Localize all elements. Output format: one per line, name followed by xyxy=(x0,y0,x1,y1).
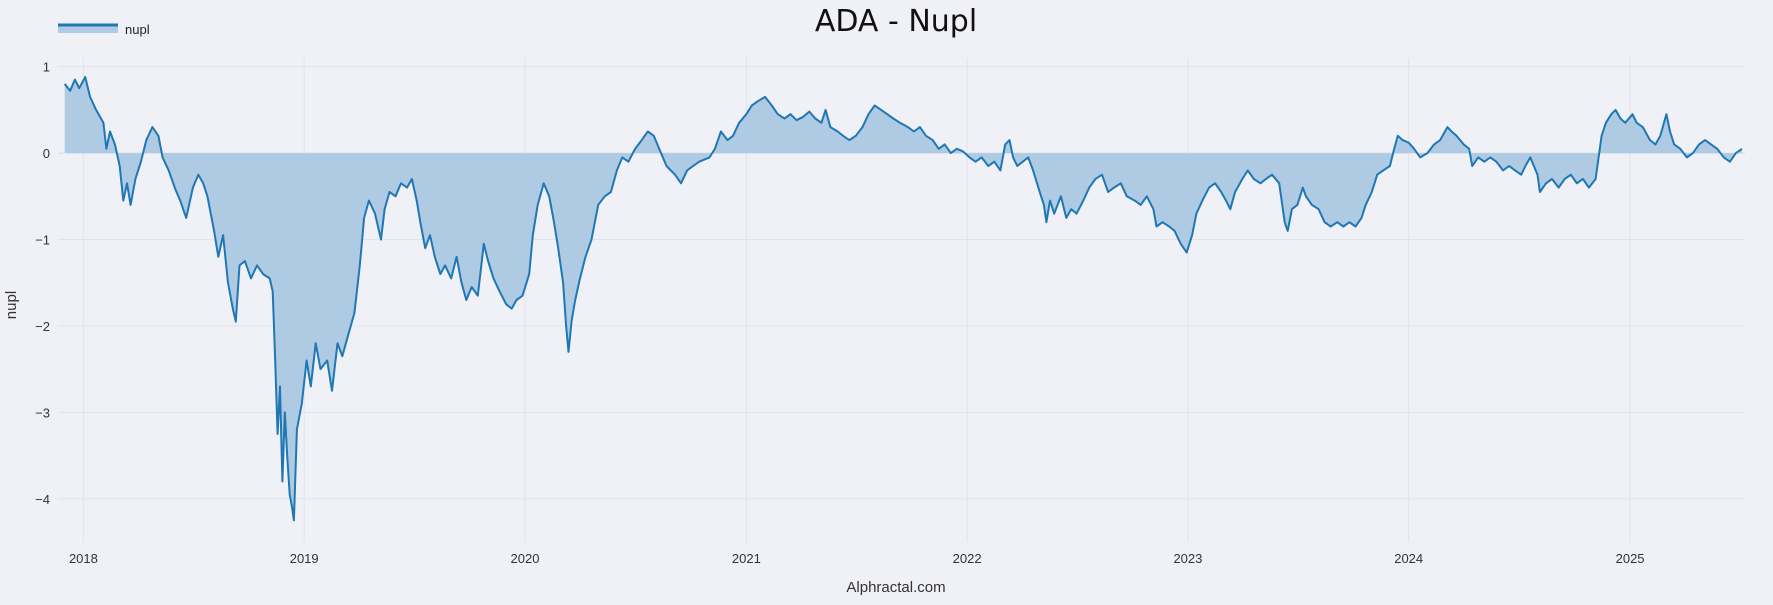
nupl-area-fill xyxy=(64,77,1743,521)
x-axis-title: Alphractal.com xyxy=(846,579,945,596)
line-layer xyxy=(63,76,1743,522)
chart-title: ADA - Nupl xyxy=(815,4,977,39)
legend-label: nupl xyxy=(125,22,150,37)
legend[interactable]: nupl xyxy=(58,22,150,37)
x-tick-label: 2020 xyxy=(511,551,540,566)
y-tick-label: −2 xyxy=(35,319,50,334)
y-tick-label: −1 xyxy=(35,233,50,248)
y-axis-title: nupl xyxy=(3,291,20,319)
y-tick-label: −4 xyxy=(35,492,50,507)
x-tick-label: 2023 xyxy=(1173,551,1202,566)
y-tick-label: −3 xyxy=(35,405,50,420)
x-tick-label: 2018 xyxy=(69,551,98,566)
y-tick-label: 1 xyxy=(43,60,50,75)
y-axis-ticks: 1 0 −1 −2 −3 −4 xyxy=(35,60,50,507)
x-tick-label: 2025 xyxy=(1616,551,1645,566)
area-layer xyxy=(64,77,1743,521)
x-tick-label: 2024 xyxy=(1394,551,1423,566)
x-tick-label: 2022 xyxy=(953,551,982,566)
legend-swatch xyxy=(58,25,118,33)
nupl-series-line[interactable] xyxy=(63,76,1743,522)
x-tick-label: 2019 xyxy=(290,551,319,566)
x-axis-ticks: 2018 2019 2020 2021 2022 2023 2024 2025 xyxy=(69,551,1645,566)
x-tick-label: 2021 xyxy=(732,551,761,566)
y-tick-label: 0 xyxy=(43,146,50,161)
